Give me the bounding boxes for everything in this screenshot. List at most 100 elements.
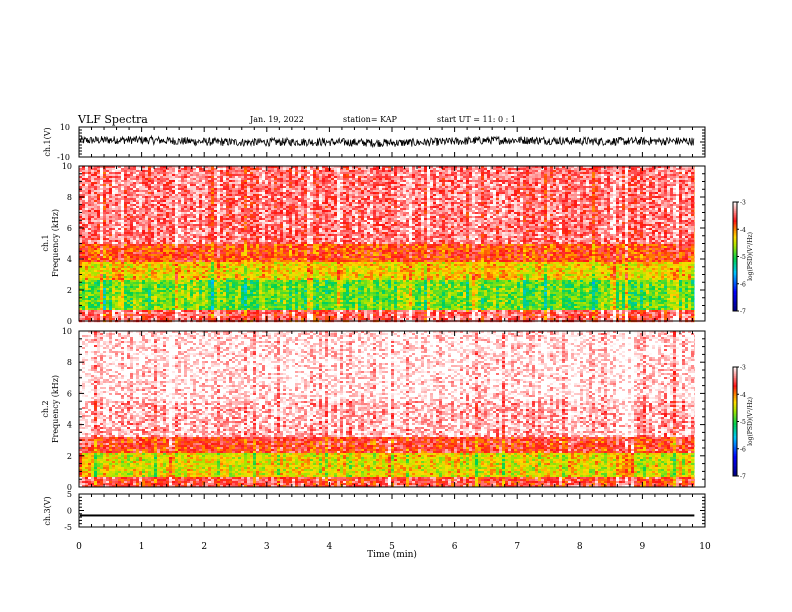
- frequency-tick-label: 0: [67, 483, 72, 492]
- time-tick-label: 5: [389, 542, 395, 552]
- colorbar-segment: [733, 231, 737, 234]
- colorbar-segment: [733, 260, 737, 263]
- ch1-colorbar: -3 -4 -5 -6 -7 log(PSD)(V²/Hz): [732, 200, 754, 316]
- colorbar-segment: [733, 227, 737, 230]
- colorbar-segment: [733, 234, 737, 237]
- figure-title: VLF Spectra: [77, 113, 148, 126]
- colorbar-segment: [733, 370, 737, 373]
- colorbar-segment: [733, 396, 737, 399]
- colorbar-segment: [733, 221, 737, 225]
- colorbar-label: log(PSD)(V²/Hz): [747, 232, 754, 281]
- frequency-tick-label: 6: [67, 224, 72, 233]
- colorbar-segment: [733, 406, 737, 410]
- colorbar-segment: [733, 461, 737, 464]
- colorbar-segment: [733, 223, 737, 226]
- colorbar-segment: [733, 309, 737, 312]
- colorbar-segment: [733, 448, 737, 451]
- colorbar-segment: [733, 276, 737, 279]
- colorbar-segment: [733, 456, 737, 459]
- colorbar-segment: [733, 252, 737, 255]
- ch3-ytick-label: -5: [64, 523, 72, 532]
- time-tick-label: 10: [699, 542, 711, 552]
- time-tick-label: 3: [264, 542, 270, 552]
- colorbar-segment: [733, 294, 737, 297]
- colorbar-segment: [733, 465, 737, 468]
- colorbar-segment: [733, 408, 737, 411]
- time-tick-label: 4: [327, 542, 333, 552]
- ch1-spectrogram-ytick-labels: 0 2 4 6 8 10: [62, 162, 72, 326]
- colorbar-segment: [733, 428, 737, 431]
- colorbar-tick-label: -3: [740, 200, 746, 207]
- time-tick-label: 0: [76, 542, 82, 552]
- colorbar-segment: [733, 238, 737, 241]
- colorbar-segment: [733, 454, 737, 457]
- colorbar-segment: [733, 241, 737, 245]
- colorbar-segment: [733, 247, 737, 250]
- colorbar-segment: [733, 392, 737, 395]
- colorbar-segment: [733, 292, 737, 295]
- station-label: station= KAP: [343, 115, 398, 124]
- colorbar-segment: [733, 298, 737, 301]
- ch3-waveform-ticks: [78, 493, 706, 528]
- colorbar-segment: [733, 305, 737, 308]
- ch3-waveform-ytick-labels: -5 0 5: [64, 490, 72, 532]
- ch1-waveform-ylabel: ch.1(V): [43, 127, 52, 156]
- colorbar-segment: [733, 401, 737, 404]
- colorbar-segment: [733, 414, 737, 417]
- colorbar-segment: [733, 390, 737, 393]
- colorbar-segment: [733, 463, 737, 466]
- colorbar-segment: [733, 417, 737, 420]
- ch1-spectrogram-panel: 0 2 4 6 8 10 ch.1 Frequency (kHz) -3 -4 -5 -6 -7 l…: [41, 162, 754, 326]
- colorbar-segment: [733, 439, 737, 442]
- ch1-spectrogram-ticks: [78, 165, 706, 322]
- colorbar-segment: [733, 437, 737, 440]
- time-axis-label: Time (min): [367, 549, 417, 560]
- colorbar-segment: [733, 450, 737, 453]
- colorbar-segment: [733, 269, 737, 272]
- colorbar-segment: [733, 211, 737, 214]
- colorbar-segment: [733, 265, 737, 268]
- colorbar-segment: [733, 209, 737, 212]
- colorbar-segment: [733, 203, 737, 206]
- colorbar-segment: [733, 459, 737, 462]
- ch1-waveform-ticks: [78, 126, 706, 158]
- colorbar-segment: [733, 220, 737, 223]
- colorbar-segment: [733, 225, 737, 228]
- colorbar-tick-label: -7: [740, 309, 746, 316]
- colorbar-segment: [733, 285, 737, 288]
- ch2-spectrogram-ytick-labels: 0 2 4 6 8 10: [62, 327, 72, 492]
- colorbar-segment: [733, 249, 737, 252]
- colorbar-segment: [733, 229, 737, 232]
- frequency-tick-label: 4: [67, 421, 72, 430]
- colorbar-segment: [733, 394, 737, 397]
- colorbar-segment: [733, 214, 737, 217]
- frequency-tick-label: 0: [67, 317, 72, 326]
- time-tick-label: 1: [139, 542, 145, 552]
- ch1-waveform-ytick: -10: [57, 153, 70, 162]
- frequency-tick-label: 8: [67, 358, 72, 367]
- colorbar-segment: [733, 452, 737, 455]
- colorbar-segment: [733, 472, 737, 475]
- ch3-waveform-ylabel: ch.3(V): [43, 496, 52, 525]
- colorbar-segment: [733, 274, 737, 277]
- ch2-colorbar: -3 -4 -5 -6 -7 log(PSD)(V²/Hz): [732, 365, 754, 481]
- ch1-waveform-ytick: 10: [60, 123, 70, 132]
- colorbar-segment: [733, 457, 737, 460]
- colorbar-segment: [733, 372, 737, 375]
- colorbar-segment: [733, 207, 737, 210]
- colorbar-segment: [733, 474, 737, 477]
- colorbar-segment: [733, 434, 737, 437]
- frequency-tick-label: 2: [67, 286, 72, 295]
- ch1-waveform-panel: 10 -10 ch.1(V): [43, 123, 706, 162]
- time-axis-tick-labels: 0 1 2 3 4 5 6 7 8 9 10: [76, 542, 711, 552]
- time-tick-label: 2: [201, 542, 207, 552]
- colorbar-segment: [733, 256, 737, 259]
- frequency-tick-label: 6: [67, 389, 72, 398]
- colorbar-tick-label: -3: [740, 365, 746, 372]
- colorbar-segment: [733, 296, 737, 299]
- frequency-tick-label: 10: [62, 162, 72, 171]
- colorbar-segment: [733, 466, 737, 470]
- frequency-tick-label: 10: [62, 327, 72, 336]
- ch1-waveform-line: [79, 134, 695, 149]
